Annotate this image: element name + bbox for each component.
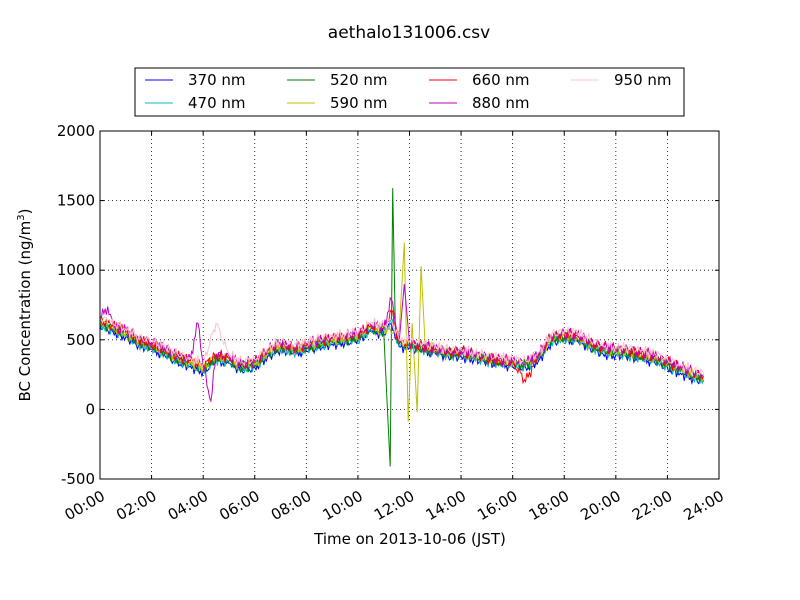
legend-label: 590 nm	[330, 94, 388, 112]
legend-label: 950 nm	[614, 71, 672, 89]
y-tick-label: 1500	[57, 192, 95, 210]
x-axis-label: Time on 2013-10-06 (JST)	[313, 530, 506, 548]
y-tick-label: 1000	[57, 261, 95, 279]
legend-label: 880 nm	[472, 94, 530, 112]
legend-label: 470 nm	[188, 94, 246, 112]
y-axis-label: BC Concentration (ng/m3)	[16, 209, 34, 402]
y-tick-label: 2000	[57, 122, 95, 140]
legend-label: 520 nm	[330, 71, 388, 89]
y-tick-label: -500	[61, 470, 95, 488]
legend-label: 660 nm	[472, 71, 530, 89]
y-tick-labels: -500 0 500 1000 1500 2000	[57, 122, 95, 488]
y-tick-label: 0	[85, 400, 95, 418]
axis-ticks	[99, 130, 720, 480]
series-line-880-nm	[100, 284, 704, 403]
y-tick-label: 500	[66, 331, 95, 349]
series-line-950-nm	[100, 316, 704, 376]
legend-label: 370 nm	[188, 71, 246, 89]
y-axis-label-close: )	[16, 209, 34, 215]
chart-title: aethalo131006.csv	[328, 23, 490, 43]
legend-box	[134, 67, 685, 117]
legend: 370 nm 470 nm 520 nm 590 nm 660 nm 880 nm 950 …	[134, 67, 685, 117]
plot-area	[100, 188, 704, 467]
y-axis-label-main: BC Concentration (ng/m	[16, 221, 34, 402]
y-axis-label-superscript: 3	[16, 214, 27, 220]
